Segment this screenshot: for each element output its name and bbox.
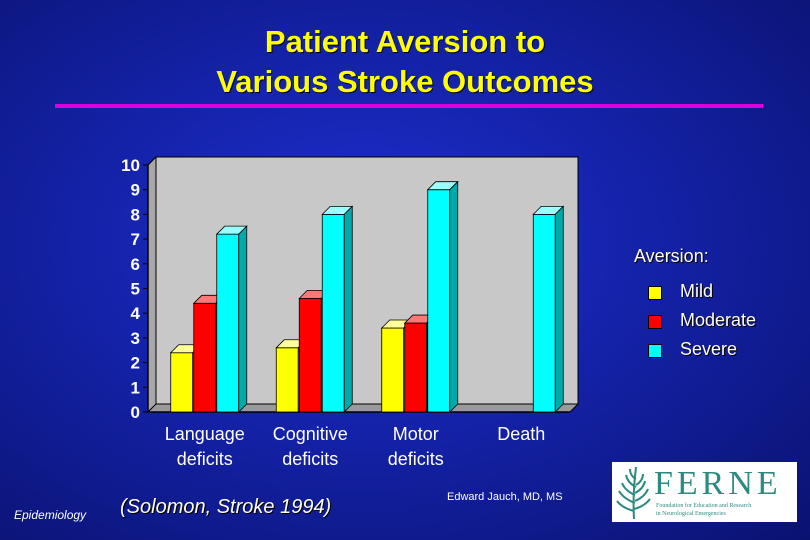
legend: Aversion: Mild Moderate Severe xyxy=(634,246,756,364)
y-tick-label: 1 xyxy=(131,378,140,397)
title-line-2: Various Stroke Outcomes xyxy=(216,64,594,99)
bar-severe xyxy=(532,213,556,413)
y-tick-label: 2 xyxy=(131,354,140,373)
y-tick-label: 0 xyxy=(131,403,140,422)
x-axis: Language deficits Cognitive deficits Motor de… xyxy=(165,424,546,469)
bar-severe xyxy=(427,189,451,413)
logo-subtitle-line-1: Foundation for Education and Research xyxy=(656,503,752,509)
legend-swatch-severe xyxy=(648,344,662,358)
y-tick-label: 4 xyxy=(131,304,141,323)
x-category-label: deficits xyxy=(282,449,338,469)
bars xyxy=(169,180,565,413)
legend-label-mild: Mild xyxy=(680,281,714,301)
x-category-label: Death xyxy=(497,424,545,444)
legend-title: Aversion: xyxy=(634,246,709,266)
bar-severe xyxy=(216,233,240,413)
bar-moderate xyxy=(404,322,428,413)
y-tick-label: 10 xyxy=(121,156,140,175)
x-category-label: Language xyxy=(165,424,245,444)
citation: (Solomon, Stroke 1994) xyxy=(120,496,332,518)
y-tick-label: 9 xyxy=(131,181,140,200)
y-tick-label: 5 xyxy=(131,280,140,299)
title-line-1: Patient Aversion to xyxy=(264,24,546,59)
legend-label-moderate: Moderate xyxy=(680,310,757,330)
legend-item-mild: Mild xyxy=(648,277,756,306)
bar-mild xyxy=(170,352,194,413)
bar-side-severe xyxy=(343,205,353,413)
bar-severe xyxy=(321,213,345,413)
bar-side-severe xyxy=(449,180,459,413)
y-tick-label: 6 xyxy=(131,255,140,274)
logo-subtitle-line-2: in Neurological Emergencies xyxy=(656,511,726,517)
logo-subtitle: Foundation for Education and Research in… xyxy=(656,502,794,518)
legend-label-severe: Severe xyxy=(680,339,738,359)
bar-side-severe xyxy=(238,225,248,413)
x-category-label: deficits xyxy=(177,449,233,469)
bar-mild xyxy=(275,347,299,413)
x-category-label: Cognitive xyxy=(273,424,348,444)
slide-title: Patient Aversion to Various Stroke Outco… xyxy=(0,22,810,102)
y-tick-label: 3 xyxy=(131,329,140,348)
bar-moderate xyxy=(193,302,217,413)
author-credit: Edward Jauch, MD, MS xyxy=(447,491,563,503)
bar-mild xyxy=(381,327,405,413)
legend-swatch-mild xyxy=(648,286,662,300)
legend-item-severe: Severe xyxy=(648,335,756,364)
legend-item-moderate: Moderate xyxy=(648,306,756,335)
footer-section-label: Epidemiology xyxy=(14,508,87,522)
legend-swatch-moderate xyxy=(648,315,662,329)
logo-wordmark: FERNE xyxy=(654,465,782,502)
bar-moderate xyxy=(298,297,322,413)
ferne-logo: FERNE Foundation for Education and Resea… xyxy=(612,462,797,522)
title-underline xyxy=(55,104,763,108)
y-tick-label: 8 xyxy=(131,205,140,224)
plot-side-wall xyxy=(147,155,157,414)
y-tick-label: 7 xyxy=(131,230,140,249)
bar-side-severe xyxy=(554,205,564,413)
x-category-label: deficits xyxy=(388,449,444,469)
fern-leaf-icon xyxy=(616,466,651,520)
x-category-label: Motor xyxy=(393,424,439,444)
y-axis: 0 1 2 3 4 5 6 7 8 9 10 xyxy=(121,156,148,422)
